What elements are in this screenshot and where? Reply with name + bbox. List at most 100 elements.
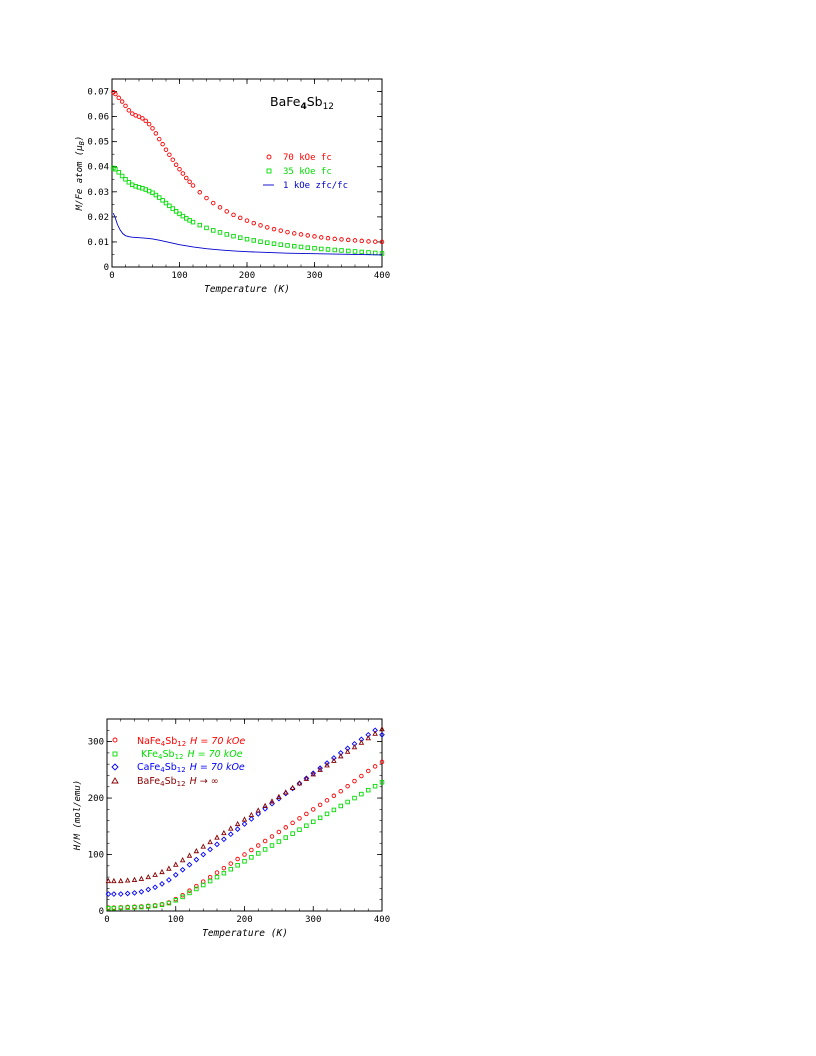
data-point bbox=[153, 192, 159, 198]
data-point bbox=[331, 757, 337, 763]
data-point bbox=[221, 865, 227, 871]
data-point bbox=[214, 841, 220, 848]
data-point bbox=[145, 886, 152, 893]
data-point bbox=[180, 213, 186, 219]
data-point bbox=[304, 811, 309, 817]
data-point bbox=[319, 235, 324, 240]
data-point bbox=[152, 871, 158, 877]
data-point bbox=[379, 251, 385, 256]
data-point bbox=[317, 766, 323, 772]
data-point bbox=[351, 741, 358, 747]
data-point bbox=[352, 795, 357, 801]
data-point bbox=[145, 904, 151, 909]
data-point bbox=[269, 834, 275, 839]
y-tick-label: 0.01 bbox=[87, 238, 109, 248]
data-point bbox=[372, 730, 378, 736]
data-point bbox=[217, 205, 223, 210]
x-tick-label: 0 bbox=[109, 271, 114, 281]
legend-marker-square bbox=[266, 168, 272, 174]
data-point bbox=[221, 829, 227, 836]
data-point bbox=[180, 894, 185, 900]
data-point bbox=[187, 888, 192, 893]
data-point bbox=[156, 136, 162, 142]
data-point bbox=[116, 95, 121, 101]
data-point bbox=[159, 902, 165, 908]
data-point bbox=[276, 839, 282, 844]
x-tick-label: 200 bbox=[236, 915, 252, 925]
y-tick-label: 0 bbox=[99, 907, 104, 917]
data-point bbox=[258, 239, 263, 244]
data-point bbox=[173, 896, 178, 902]
y-tick-label: 0.05 bbox=[87, 138, 109, 148]
data-point bbox=[140, 116, 145, 121]
legend-marker-square bbox=[112, 751, 118, 757]
data-point bbox=[221, 836, 227, 843]
x-tick-label: 300 bbox=[306, 271, 322, 281]
data-point bbox=[126, 180, 132, 185]
data-point bbox=[111, 877, 117, 884]
data-point bbox=[365, 735, 371, 741]
data-point bbox=[150, 126, 155, 131]
data-point bbox=[345, 799, 350, 805]
y-tick-label: 0.03 bbox=[87, 188, 109, 198]
data-point bbox=[310, 770, 317, 777]
data-point bbox=[163, 200, 169, 206]
data-point bbox=[234, 820, 241, 827]
data-point bbox=[166, 877, 172, 883]
data-point bbox=[292, 231, 297, 236]
data-point bbox=[150, 190, 155, 196]
data-point bbox=[324, 762, 330, 768]
legend: NaFe4Sb12 H = 70 kOe KFe4Sb12 H = 70 kOe C… bbox=[111, 736, 245, 788]
data-point bbox=[160, 141, 165, 147]
data-point bbox=[346, 237, 351, 243]
data-point bbox=[183, 175, 189, 181]
data-point bbox=[125, 905, 130, 910]
annotation-compound: BaFe4Sb12 bbox=[270, 94, 334, 112]
x-tick-label: 300 bbox=[305, 915, 321, 925]
data-point bbox=[379, 779, 385, 785]
data-point bbox=[126, 108, 132, 113]
data-point bbox=[242, 852, 247, 857]
data-point bbox=[255, 811, 262, 817]
data-point bbox=[271, 226, 277, 232]
data-point bbox=[105, 891, 112, 897]
data-point bbox=[297, 827, 302, 832]
data-point bbox=[124, 877, 131, 883]
data-point bbox=[283, 789, 289, 795]
legend-marker-diamond bbox=[111, 763, 119, 771]
data-point bbox=[197, 222, 202, 228]
data-point bbox=[379, 725, 385, 732]
data-point bbox=[262, 838, 268, 844]
data-point bbox=[204, 225, 209, 231]
data-point bbox=[244, 218, 250, 223]
data-point bbox=[251, 220, 256, 226]
data-series bbox=[111, 90, 385, 256]
data-point bbox=[365, 731, 372, 738]
data-point bbox=[146, 121, 152, 127]
data-point bbox=[339, 237, 344, 242]
data-point bbox=[366, 239, 371, 244]
data-point bbox=[179, 857, 186, 863]
x-axis-label: Temperature (K) bbox=[202, 928, 288, 939]
axis-ticks: 0 100 200 300 400 0 100 200 300 bbox=[88, 718, 390, 925]
data-point bbox=[159, 868, 165, 875]
data-point bbox=[242, 859, 247, 864]
data-point bbox=[359, 238, 365, 244]
data-point bbox=[167, 152, 172, 157]
data-point bbox=[186, 861, 193, 868]
legend-entry: KFe4Sb12 H = 70 kOe bbox=[141, 749, 243, 761]
data-point bbox=[116, 169, 121, 175]
data-point bbox=[366, 250, 371, 255]
data-point bbox=[143, 118, 148, 124]
data-point bbox=[325, 235, 331, 241]
data-point bbox=[290, 831, 295, 836]
legend-entry: NaFe4Sb12 H = 70 kOe bbox=[137, 736, 245, 748]
data-point bbox=[303, 775, 310, 781]
data-point bbox=[221, 870, 227, 876]
data-point bbox=[251, 238, 256, 243]
data-point bbox=[207, 874, 213, 880]
data-point bbox=[119, 99, 125, 104]
data-point bbox=[269, 843, 275, 848]
data-point bbox=[207, 838, 213, 845]
series-line bbox=[112, 212, 383, 256]
